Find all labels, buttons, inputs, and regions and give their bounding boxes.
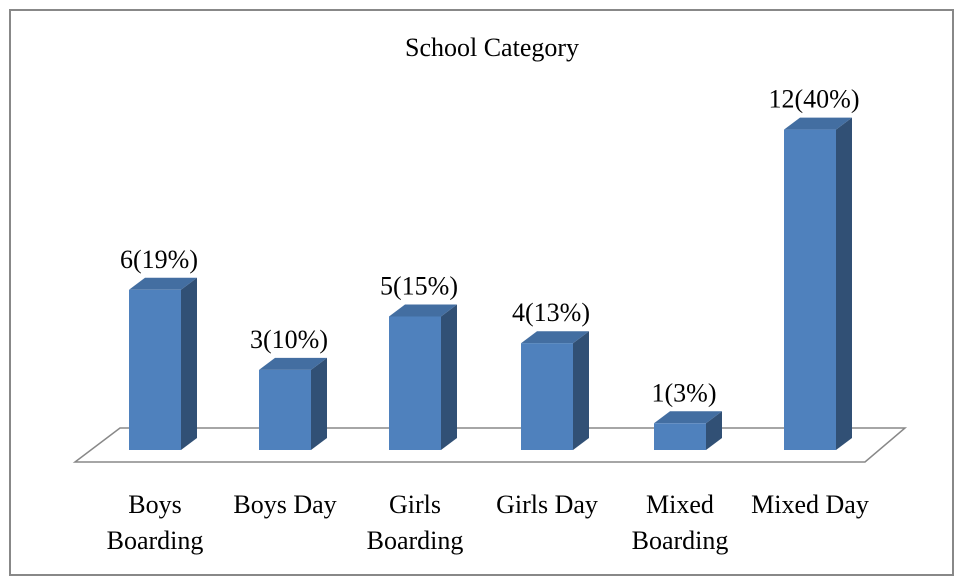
bar-front bbox=[521, 343, 573, 450]
x-tick-label: Boys Day bbox=[233, 490, 337, 519]
x-tick-label: Girls Day bbox=[496, 490, 598, 519]
data-label: 4(13%) bbox=[512, 298, 590, 327]
bar-top bbox=[784, 117, 852, 130]
bar-top bbox=[129, 277, 197, 290]
bar-top bbox=[259, 357, 327, 370]
chart-title: School Category bbox=[405, 33, 579, 62]
bar bbox=[654, 411, 722, 450]
data-label: 3(10%) bbox=[250, 325, 328, 354]
data-label: 12(40%) bbox=[769, 85, 860, 114]
x-tick-label: Mixed Boarding bbox=[631, 490, 729, 555]
bar-side bbox=[441, 304, 457, 450]
x-tick-label: Girls Boarding bbox=[366, 490, 464, 555]
bar-top bbox=[521, 331, 589, 344]
bar-top bbox=[654, 411, 722, 424]
x-tick-label: Mixed Day bbox=[751, 490, 869, 519]
bar bbox=[259, 357, 327, 450]
bar bbox=[784, 117, 852, 450]
data-label: 5(15%) bbox=[380, 271, 458, 300]
bar-top bbox=[389, 304, 457, 317]
bar-side bbox=[181, 277, 197, 450]
bar-front bbox=[784, 129, 836, 450]
bar-front bbox=[654, 423, 706, 450]
bar-side bbox=[836, 117, 852, 450]
data-label: 1(3%) bbox=[652, 378, 717, 407]
bar-side bbox=[573, 331, 589, 450]
bar-front bbox=[389, 316, 441, 450]
bar-front bbox=[129, 289, 181, 450]
bar bbox=[389, 304, 457, 450]
data-label: 6(19%) bbox=[120, 245, 198, 274]
floor bbox=[72, 427, 908, 463]
bar-front bbox=[259, 369, 311, 450]
bar-side bbox=[311, 357, 327, 450]
x-tick-label: Boys Boarding bbox=[106, 490, 204, 555]
bar bbox=[129, 277, 197, 450]
bar-side bbox=[706, 411, 722, 450]
bar bbox=[521, 331, 589, 450]
